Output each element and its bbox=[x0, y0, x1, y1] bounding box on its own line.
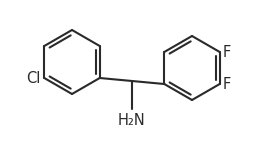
Text: F: F bbox=[223, 45, 231, 60]
Text: F: F bbox=[223, 76, 231, 91]
Text: Cl: Cl bbox=[26, 71, 40, 86]
Text: H₂N: H₂N bbox=[118, 113, 146, 128]
